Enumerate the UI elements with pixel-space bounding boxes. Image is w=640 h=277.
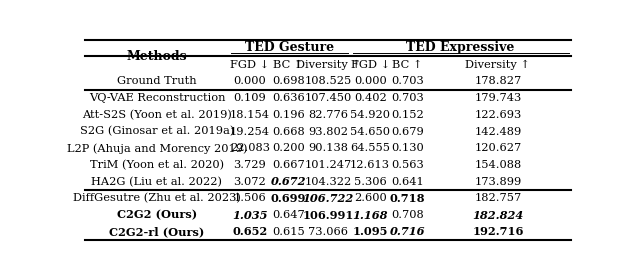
- Text: Att-S2S (Yoon et al. 2019): Att-S2S (Yoon et al. 2019): [82, 110, 232, 120]
- Text: 1.506: 1.506: [234, 193, 266, 203]
- Text: S2G (Ginosar et al. 2019a): S2G (Ginosar et al. 2019a): [80, 126, 234, 137]
- Text: 104.322: 104.322: [305, 177, 351, 187]
- Text: 101.247: 101.247: [305, 160, 351, 170]
- Text: 1.035: 1.035: [232, 210, 268, 220]
- Text: 0.672: 0.672: [271, 176, 306, 187]
- Text: 142.489: 142.489: [474, 127, 522, 137]
- Text: TED Expressive: TED Expressive: [406, 42, 515, 55]
- Text: 0.652: 0.652: [232, 226, 268, 237]
- Text: 107.450: 107.450: [305, 93, 351, 103]
- Text: HA2G (Liu et al. 2022): HA2G (Liu et al. 2022): [92, 176, 222, 187]
- Text: 0.699: 0.699: [271, 193, 306, 204]
- Text: 154.088: 154.088: [474, 160, 522, 170]
- Text: 5.306: 5.306: [354, 177, 387, 187]
- Text: 1.168: 1.168: [353, 210, 388, 220]
- Text: DiffGesutre (Zhu et al. 2023): DiffGesutre (Zhu et al. 2023): [73, 193, 241, 204]
- Text: TED Gesture: TED Gesture: [245, 42, 334, 55]
- Text: BC ↑: BC ↑: [392, 60, 422, 70]
- Text: 106.991: 106.991: [302, 210, 354, 220]
- Text: 3.072: 3.072: [234, 177, 266, 187]
- Text: 0.402: 0.402: [354, 93, 387, 103]
- Text: 0.708: 0.708: [391, 210, 424, 220]
- Text: L2P (Ahuja and Morency 2019): L2P (Ahuja and Morency 2019): [67, 143, 247, 153]
- Text: 0.667: 0.667: [272, 160, 305, 170]
- Text: C2G2 (Ours): C2G2 (Ours): [116, 210, 197, 220]
- Text: TriM (Yoon et al. 2020): TriM (Yoon et al. 2020): [90, 160, 224, 170]
- Text: 82.776: 82.776: [308, 110, 348, 120]
- Text: 182.824: 182.824: [472, 210, 524, 220]
- Text: 179.743: 179.743: [474, 93, 522, 103]
- Text: 0.152: 0.152: [391, 110, 424, 120]
- Text: 0.200: 0.200: [272, 143, 305, 153]
- Text: 0.636: 0.636: [272, 93, 305, 103]
- Text: Diversity ↑: Diversity ↑: [296, 60, 360, 70]
- Text: Ground Truth: Ground Truth: [117, 76, 196, 86]
- Text: Methods: Methods: [127, 50, 187, 63]
- Text: 0.641: 0.641: [391, 177, 424, 187]
- Text: 54.650: 54.650: [350, 127, 390, 137]
- Text: Diversity ↑: Diversity ↑: [465, 60, 531, 70]
- Text: 192.716: 192.716: [472, 226, 524, 237]
- Text: 0.718: 0.718: [390, 193, 425, 204]
- Text: 182.757: 182.757: [474, 193, 522, 203]
- Text: 18.154: 18.154: [230, 110, 270, 120]
- Text: 54.920: 54.920: [350, 110, 390, 120]
- Text: 120.627: 120.627: [474, 143, 522, 153]
- Text: 0.000: 0.000: [234, 76, 266, 86]
- Text: 0.668: 0.668: [272, 127, 305, 137]
- Text: 0.130: 0.130: [391, 143, 424, 153]
- Text: 73.066: 73.066: [308, 227, 348, 237]
- Text: 3.729: 3.729: [234, 160, 266, 170]
- Text: 19.254: 19.254: [230, 127, 270, 137]
- Text: C2G2-rl (Ours): C2G2-rl (Ours): [109, 226, 205, 237]
- Text: 0.000: 0.000: [354, 76, 387, 86]
- Text: 64.555: 64.555: [350, 143, 390, 153]
- Text: 0.109: 0.109: [234, 93, 266, 103]
- Text: 0.703: 0.703: [391, 93, 424, 103]
- Text: 173.899: 173.899: [474, 177, 522, 187]
- Text: 106.722: 106.722: [302, 193, 354, 204]
- Text: 0.679: 0.679: [391, 127, 424, 137]
- Text: BC ↑: BC ↑: [273, 60, 303, 70]
- Text: 178.827: 178.827: [474, 76, 522, 86]
- Text: FGD ↓: FGD ↓: [230, 60, 269, 70]
- Text: 122.693: 122.693: [474, 110, 522, 120]
- Text: 93.802: 93.802: [308, 127, 348, 137]
- Text: 0.716: 0.716: [390, 226, 425, 237]
- Text: FGD ↓: FGD ↓: [351, 60, 390, 70]
- Text: 0.703: 0.703: [391, 76, 424, 86]
- Text: 2.600: 2.600: [354, 193, 387, 203]
- Text: 0.647: 0.647: [272, 210, 305, 220]
- Text: 0.196: 0.196: [272, 110, 305, 120]
- Text: VQ-VAE Reconstruction: VQ-VAE Reconstruction: [88, 93, 225, 103]
- Text: 22.083: 22.083: [230, 143, 270, 153]
- Text: 90.138: 90.138: [308, 143, 348, 153]
- Text: 1.095: 1.095: [353, 226, 388, 237]
- Text: 0.698: 0.698: [272, 76, 305, 86]
- Text: 0.563: 0.563: [391, 160, 424, 170]
- Text: 108.525: 108.525: [305, 76, 351, 86]
- Text: 0.615: 0.615: [272, 227, 305, 237]
- Text: 12.613: 12.613: [350, 160, 390, 170]
